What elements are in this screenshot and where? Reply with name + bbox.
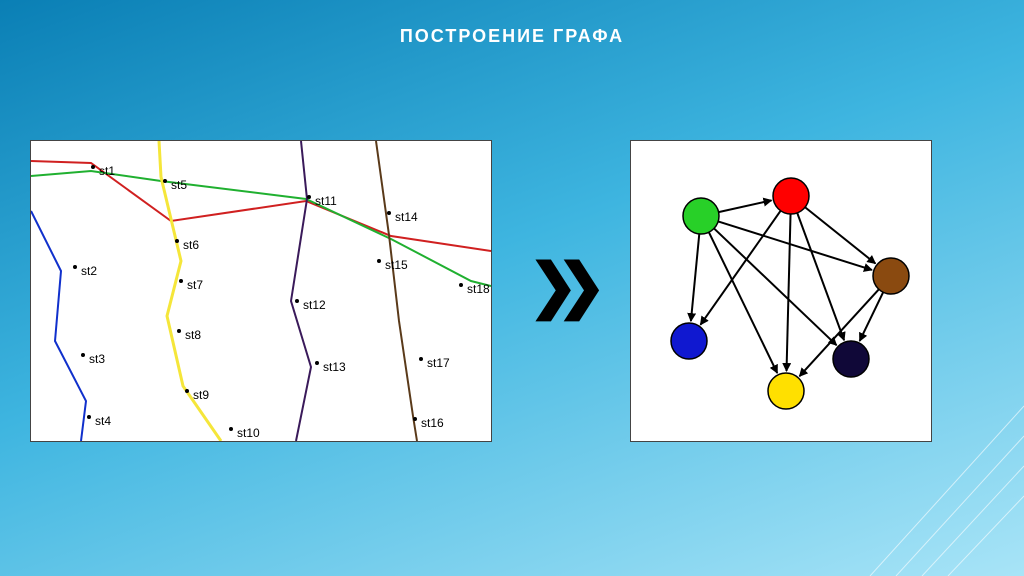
station-dot — [377, 259, 381, 263]
station-dot — [87, 415, 91, 419]
map-line-green — [31, 171, 491, 286]
station-dot — [315, 361, 319, 365]
station-dot — [307, 195, 311, 199]
station-dot — [295, 299, 299, 303]
graph-edge — [805, 207, 875, 263]
station-dot — [179, 279, 183, 283]
station-label: st14 — [395, 210, 418, 224]
station-label: st10 — [237, 426, 260, 440]
station-label: st11 — [315, 194, 337, 208]
station-label: st7 — [187, 278, 203, 292]
graph-node-navy — [833, 341, 869, 377]
station-dot — [175, 239, 179, 243]
station-label: st3 — [89, 352, 105, 366]
station-label: st17 — [427, 356, 450, 370]
station-label: st12 — [303, 298, 326, 312]
transform-arrows-icon: ❯❯ — [528, 256, 585, 316]
station-label: st4 — [95, 414, 111, 428]
graph-node-red — [773, 178, 809, 214]
station-dot — [177, 329, 181, 333]
decor-line — [948, 496, 1024, 576]
station-dot — [91, 165, 95, 169]
station-dot — [413, 417, 417, 421]
station-label: st1 — [99, 164, 115, 178]
station-dot — [185, 389, 189, 393]
station-label: st9 — [193, 388, 209, 402]
graph-edge — [718, 221, 872, 270]
graph-edge — [691, 234, 699, 321]
slide: ПОСТРОЕНИЕ ГРАФА st1st2st3st4st5st6st7st… — [0, 0, 1024, 576]
map-line-brown — [376, 141, 417, 441]
graph-edge — [719, 200, 772, 212]
station-label: st5 — [171, 178, 187, 192]
graph-node-green — [683, 198, 719, 234]
slide-title: ПОСТРОЕНИЕ ГРАФА — [0, 26, 1024, 47]
station-dot — [387, 211, 391, 215]
graph-edge — [860, 292, 884, 341]
graph-node-brown — [873, 258, 909, 294]
right-graph-svg — [631, 141, 931, 441]
station-label: st16 — [421, 416, 444, 430]
station-dot — [459, 283, 463, 287]
graph-edge — [787, 214, 791, 371]
graph-node-blue — [671, 323, 707, 359]
station-dot — [229, 427, 233, 431]
station-label: st18 — [467, 282, 490, 296]
left-map-panel: st1 st2 st3 st4 st5 st6 st7 st8 st9 st10 st11 st12 s… — [30, 140, 492, 442]
station-dot — [73, 265, 77, 269]
decor-line — [922, 466, 1024, 576]
left-map-svg: st1 st2 st3 st4 st5 st6 st7 st8 st9 st10 st11 st12 s… — [31, 141, 491, 441]
station-label: st8 — [185, 328, 201, 342]
graph-edge — [709, 232, 777, 373]
station-dot — [81, 353, 85, 357]
station-label: st6 — [183, 238, 199, 252]
map-line-purple — [291, 141, 311, 441]
station-dot — [419, 357, 423, 361]
right-graph-panel — [630, 140, 932, 442]
decor-line — [896, 436, 1024, 576]
station-dot — [163, 179, 167, 183]
station-label: st15 — [385, 258, 408, 272]
graph-edge — [714, 228, 836, 345]
graph-node-yellow — [768, 373, 804, 409]
map-line-blue — [31, 211, 86, 441]
station-label: st13 — [323, 360, 346, 374]
station-label: st2 — [81, 264, 97, 278]
